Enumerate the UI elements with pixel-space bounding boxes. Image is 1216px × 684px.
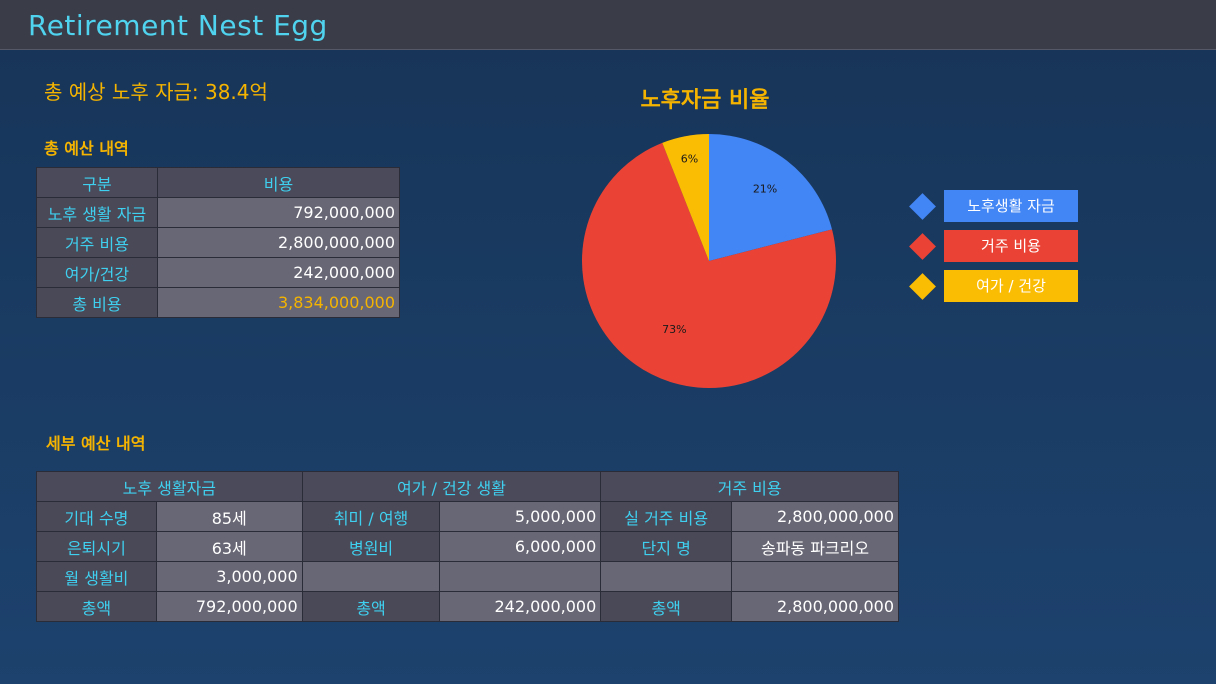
total-estimate-headline: 총 예상 노후 자금: 38.4억 bbox=[44, 80, 268, 104]
summary-section-label: 총 예산 내역 bbox=[44, 139, 129, 158]
row-value: 2,800,000,000 bbox=[731, 591, 899, 622]
row-value: 5,000,000 bbox=[439, 501, 602, 532]
group-header: 노후 생활자금 bbox=[36, 471, 303, 502]
detail-table: 노후 생활자금 여가 / 건강 생활 거주 비용 기대 수명 85세 취미 / … bbox=[36, 471, 899, 622]
legend-diamond-icon bbox=[909, 193, 936, 220]
table-header-row: 구분 비용 bbox=[36, 167, 401, 198]
row-label: 병원비 bbox=[301, 531, 441, 562]
table-row: 여가/건강 242,000,000 bbox=[36, 257, 401, 288]
row-value: 6,000,000 bbox=[439, 531, 602, 562]
row-label: 은퇴시기 bbox=[36, 531, 157, 562]
row-label: 총액 bbox=[301, 591, 441, 622]
chart-legend: 노후생활 자금 거주 비용 여가 / 건강 bbox=[908, 190, 1088, 310]
table-row: 은퇴시기 63세 병원비 6,000,000 단지 명 송파동 파크리오 bbox=[36, 531, 899, 562]
row-label: 여가/건강 bbox=[36, 257, 158, 288]
pie-data-label: 6% bbox=[681, 153, 698, 166]
row-value: 792,000,000 bbox=[155, 591, 303, 622]
chart-title: 노후자금 비율 bbox=[640, 88, 770, 113]
table-row: 거주 비용 2,800,000,000 bbox=[36, 227, 401, 258]
legend-label: 노후생활 자금 bbox=[944, 190, 1078, 222]
pie-data-label: 73% bbox=[662, 323, 686, 336]
group-header: 여가 / 건강 생활 bbox=[301, 471, 602, 502]
table-row: 기대 수명 85세 취미 / 여행 5,000,000 실 거주 비용 2,80… bbox=[36, 501, 899, 532]
row-value: 2,800,000,000 bbox=[156, 227, 401, 258]
detail-section-label: 세부 예산 내역 bbox=[46, 434, 146, 453]
row-label: 총액 bbox=[600, 591, 733, 622]
legend-item-leisure: 여가 / 건강 bbox=[908, 270, 1088, 302]
row-value: 3,000,000 bbox=[155, 561, 303, 592]
row-label: 취미 / 여행 bbox=[301, 501, 441, 532]
pie-slice bbox=[709, 134, 833, 261]
row-value: 송파동 파크리오 bbox=[731, 531, 899, 562]
row-value: 242,000,000 bbox=[156, 257, 401, 288]
row-label: 거주 비용 bbox=[36, 227, 158, 258]
row-label: 총 비용 bbox=[36, 287, 158, 318]
legend-item-housing: 거주 비용 bbox=[908, 230, 1088, 262]
row-value: 2,800,000,000 bbox=[731, 501, 899, 532]
row-label: 기대 수명 bbox=[36, 501, 157, 532]
row-label: 노후 생활 자금 bbox=[36, 197, 158, 228]
empty-cell bbox=[301, 561, 441, 592]
pie-slice bbox=[582, 142, 836, 388]
legend-label: 여가 / 건강 bbox=[944, 270, 1078, 302]
empty-cell bbox=[439, 561, 602, 592]
pie-data-label: 21% bbox=[753, 183, 777, 196]
row-value: 85세 bbox=[155, 501, 303, 532]
app-title: Retirement Nest Egg bbox=[28, 9, 328, 42]
row-label: 총액 bbox=[36, 591, 157, 622]
title-bar: Retirement Nest Egg bbox=[0, 0, 1216, 50]
row-value: 63세 bbox=[155, 531, 303, 562]
row-label: 실 거주 비용 bbox=[600, 501, 733, 532]
legend-diamond-icon bbox=[909, 233, 936, 260]
pie-slice bbox=[662, 134, 709, 261]
legend-item-living: 노후생활 자금 bbox=[908, 190, 1088, 222]
group-header: 거주 비용 bbox=[600, 471, 899, 502]
summary-table: 구분 비용 노후 생활 자금 792,000,000 거주 비용 2,800,0… bbox=[36, 167, 401, 318]
legend-diamond-icon bbox=[909, 273, 936, 300]
total-value: 3,834,000,000 bbox=[156, 287, 401, 318]
empty-cell bbox=[731, 561, 899, 592]
row-label: 단지 명 bbox=[600, 531, 733, 562]
row-value: 792,000,000 bbox=[156, 197, 401, 228]
table-header-row: 노후 생활자금 여가 / 건강 생활 거주 비용 bbox=[36, 471, 899, 502]
column-header: 구분 bbox=[36, 167, 158, 198]
table-row-total: 총액 792,000,000 총액 242,000,000 총액 2,800,0… bbox=[36, 591, 899, 622]
table-row: 노후 생활 자금 792,000,000 bbox=[36, 197, 401, 228]
empty-cell bbox=[600, 561, 733, 592]
row-value: 242,000,000 bbox=[439, 591, 602, 622]
legend-label: 거주 비용 bbox=[944, 230, 1078, 262]
column-header: 비용 bbox=[156, 167, 401, 198]
table-row-total: 총 비용 3,834,000,000 bbox=[36, 287, 401, 318]
row-label: 월 생활비 bbox=[36, 561, 157, 592]
pie-chart: 21% 73% 6% bbox=[582, 134, 836, 388]
table-row: 월 생활비 3,000,000 bbox=[36, 561, 899, 592]
